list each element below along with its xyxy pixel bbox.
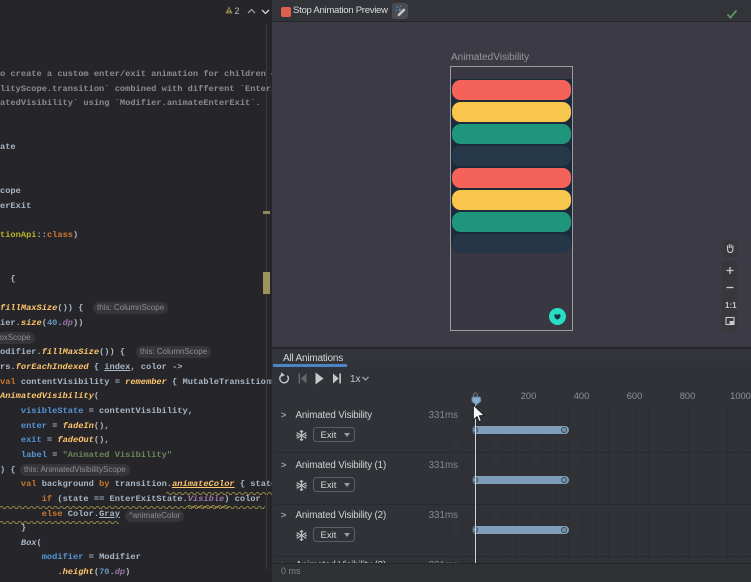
- svg-text:1:1: 1:1: [725, 301, 737, 310]
- svg-text:2: 2: [235, 6, 240, 16]
- svg-text:1x: 1x: [350, 374, 361, 385]
